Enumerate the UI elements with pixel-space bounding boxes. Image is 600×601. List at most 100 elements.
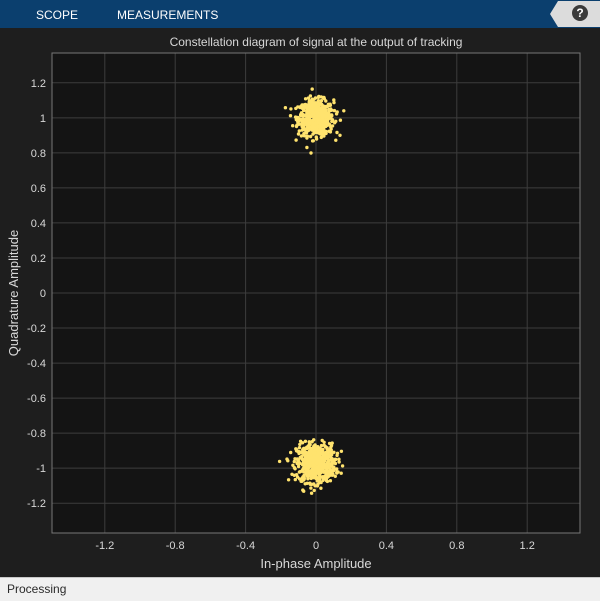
data-point	[321, 132, 326, 136]
data-point	[337, 457, 341, 461]
y-tick-label: 1.2	[31, 78, 46, 90]
data-points	[277, 87, 346, 495]
data-point	[306, 110, 311, 115]
data-point	[332, 450, 336, 454]
data-point	[335, 130, 339, 135]
data-point	[317, 456, 321, 460]
data-point	[314, 104, 318, 108]
data-point	[299, 134, 304, 138]
tab-scope[interactable]: SCOPE	[36, 8, 79, 22]
data-point	[309, 472, 314, 476]
data-point	[302, 106, 306, 110]
data-point	[297, 450, 301, 454]
y-tick-label: 0.2	[31, 253, 46, 265]
data-point	[319, 464, 323, 468]
data-point	[328, 467, 332, 472]
data-point	[286, 478, 291, 482]
data-point	[308, 94, 313, 98]
data-point	[308, 481, 312, 485]
data-point	[305, 446, 309, 451]
x-tick-labels: -1.2 -0.8 -0.4 0 0.4 0.8 1.2	[95, 540, 535, 552]
data-point	[316, 447, 320, 452]
data-point	[283, 106, 288, 110]
data-point	[323, 477, 327, 481]
status-bar: Processing	[0, 577, 600, 601]
data-point	[330, 469, 335, 473]
data-point	[319, 480, 323, 485]
data-point	[325, 451, 329, 455]
data-point	[333, 474, 337, 478]
x-tick-label: 0	[313, 540, 319, 552]
data-point	[294, 106, 298, 111]
data-point	[334, 138, 338, 142]
data-point	[312, 111, 316, 116]
data-point	[301, 127, 306, 132]
data-point	[309, 151, 313, 155]
data-point	[310, 139, 315, 143]
help-icon[interactable]: ?	[572, 5, 588, 21]
constellation-chart: -1.2 -0.8 -0.4 0 0.4 0.8 1.2 -1.2 -1 -0.8 -0.6 -0.…	[6, 35, 581, 571]
data-point	[333, 457, 337, 461]
data-point	[327, 113, 331, 118]
y-tick-label: 0.8	[31, 148, 46, 160]
data-point	[338, 118, 343, 122]
data-point	[302, 478, 306, 482]
data-point	[312, 455, 317, 459]
data-point	[320, 475, 324, 479]
data-point	[300, 103, 304, 107]
tab-measurements[interactable]: MEASUREMENTS	[117, 8, 219, 22]
data-point	[328, 479, 333, 483]
data-point	[300, 121, 304, 125]
data-point	[316, 465, 320, 469]
data-point	[313, 472, 317, 476]
data-point	[295, 119, 300, 123]
data-point	[316, 99, 321, 103]
data-point	[324, 466, 329, 471]
data-point	[316, 118, 321, 123]
data-point	[307, 115, 312, 119]
data-point	[318, 101, 323, 106]
data-point	[319, 486, 323, 490]
y-tick-labels: -1.2 -1 -0.8 -0.6 -0.4 -0.2 0 0.2 0.4 0.6 0.8 1 1.2	[27, 78, 46, 510]
y-tick-label: -0.2	[27, 323, 46, 335]
data-point	[327, 459, 331, 463]
data-point	[334, 119, 338, 124]
y-tick-label: 1	[40, 113, 46, 125]
data-point	[307, 440, 311, 444]
data-point	[312, 122, 317, 126]
data-point	[300, 118, 304, 123]
data-point	[306, 477, 310, 481]
data-point	[302, 113, 306, 117]
data-point	[303, 482, 307, 486]
data-point	[331, 472, 335, 476]
data-point	[309, 104, 314, 108]
x-tick-label: -0.8	[166, 540, 185, 552]
data-point	[332, 108, 337, 113]
data-point	[319, 443, 324, 448]
data-point	[328, 454, 333, 459]
y-tick-label: -1.2	[27, 498, 46, 510]
data-point	[332, 100, 336, 105]
data-point	[337, 460, 341, 464]
data-point	[309, 448, 313, 452]
x-tick-label: 0.8	[449, 540, 464, 552]
data-point	[292, 459, 296, 464]
y-tick-label: -1	[36, 463, 46, 475]
data-point	[340, 464, 345, 468]
data-point	[334, 112, 339, 116]
data-point	[309, 486, 313, 490]
data-point	[327, 129, 331, 133]
data-point	[317, 107, 321, 112]
data-point	[318, 122, 323, 127]
data-point	[311, 446, 316, 450]
data-point	[327, 122, 331, 127]
data-point	[312, 488, 316, 493]
data-point	[314, 137, 319, 141]
y-tick-label: 0.6	[31, 183, 46, 195]
data-point	[299, 479, 303, 483]
data-point	[294, 473, 299, 477]
data-point	[324, 129, 328, 134]
data-point	[318, 131, 322, 135]
x-tick-label: 1.2	[520, 540, 535, 552]
data-point	[298, 442, 302, 447]
